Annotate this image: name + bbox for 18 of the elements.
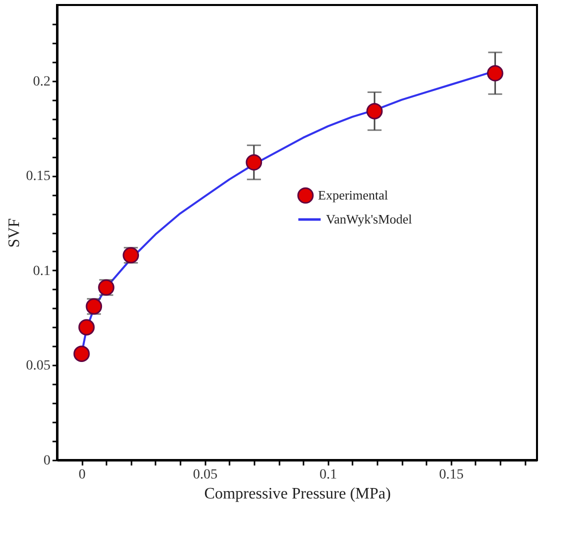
x-tick-label: 0.15 [439,468,464,482]
x-tick-label: 0.05 [192,468,218,482]
x-tick-label: 0.1 [320,468,338,482]
point [366,103,383,120]
y-axis-title: SVF [6,218,23,248]
point [73,346,90,362]
point [486,65,504,82]
y-tick-label: 0.15 [26,169,50,184]
x-tick-label: 0 [78,468,86,482]
legend-label: VanWyk'sModel [326,212,412,226]
point [246,154,262,171]
point [78,319,95,336]
y-tick-label: 0 [44,454,50,468]
y-tick-label: 0.1 [33,264,50,279]
x-axis-title: Compressive Pressure (MPa) [204,486,391,502]
y-tick-label: 0.2 [33,74,50,90]
y-tick-label: 0.05 [26,358,50,374]
legend-label: Experimental [318,188,388,202]
